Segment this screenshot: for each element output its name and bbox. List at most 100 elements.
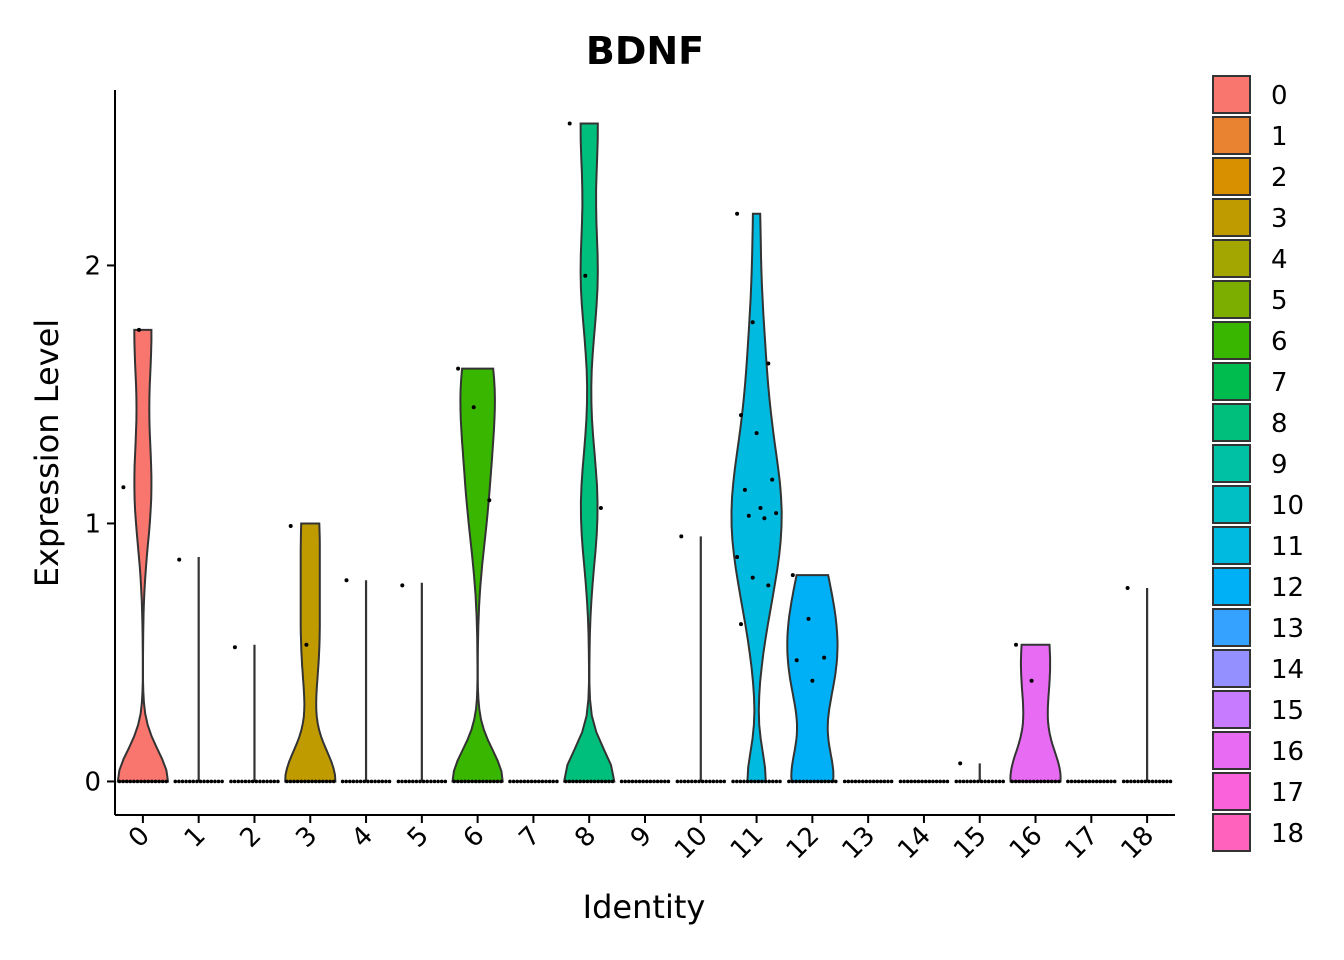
- point-zero: [362, 779, 367, 784]
- data-point: [758, 506, 763, 510]
- point-zero: [216, 779, 221, 784]
- point-zero: [808, 779, 813, 784]
- point-zero: [443, 779, 448, 784]
- point-zero: [886, 779, 890, 784]
- point-zero: [778, 779, 782, 784]
- legend-label: 8: [1271, 409, 1288, 439]
- point-zero: [324, 779, 329, 784]
- point-zero: [610, 779, 615, 784]
- point-zero: [328, 779, 332, 784]
- point-zero: [648, 779, 653, 784]
- point-zero: [879, 779, 883, 784]
- point-zero: [1094, 779, 1099, 784]
- point-zero: [923, 779, 928, 784]
- point-zero: [630, 779, 635, 784]
- point-zero: [931, 779, 935, 784]
- point-zero: [146, 779, 151, 784]
- point-zero: [488, 779, 493, 784]
- point-zero: [834, 779, 838, 784]
- point-zero: [704, 779, 708, 784]
- point-zero: [411, 779, 415, 784]
- legend-label: 16: [1271, 737, 1304, 767]
- point-zero: [551, 779, 555, 784]
- legend-key-5: [1212, 280, 1251, 319]
- point-zero: [452, 779, 457, 784]
- point-zero: [675, 779, 680, 784]
- point-zero: [164, 779, 169, 784]
- point-zero: [794, 779, 798, 784]
- data-point: [790, 573, 795, 578]
- point-zero: [466, 779, 471, 784]
- point-zero: [603, 779, 608, 784]
- point-zero: [1147, 779, 1151, 784]
- point-zero: [760, 779, 764, 784]
- point-zero: [816, 779, 820, 784]
- point-zero: [348, 779, 352, 784]
- point-zero: [846, 779, 851, 784]
- legend-key-11: [1212, 526, 1251, 565]
- point-zero: [945, 779, 950, 784]
- point-zero: [1157, 779, 1162, 784]
- violin-cluster-0: [116, 328, 170, 783]
- legend-label: 9: [1271, 450, 1288, 480]
- x-tick-label: 16: [1004, 821, 1049, 866]
- point-zero: [1154, 779, 1158, 784]
- point-zero: [1017, 779, 1022, 784]
- point-zero: [790, 779, 795, 784]
- point-zero: [645, 779, 649, 784]
- point-zero: [351, 779, 356, 784]
- point-zero: [340, 779, 345, 784]
- point-zero: [477, 779, 482, 784]
- point-zero: [655, 779, 660, 784]
- point-zero: [117, 779, 122, 784]
- point-zero: [508, 779, 512, 784]
- point-zero: [567, 779, 572, 784]
- point-zero: [492, 779, 496, 784]
- point-zero: [934, 779, 939, 784]
- point-zero: [522, 779, 527, 784]
- point-zero: [819, 779, 824, 784]
- legend-label: 18: [1271, 819, 1304, 849]
- point-zero: [150, 779, 154, 784]
- point-zero: [470, 779, 475, 784]
- chart-title: BDNF: [586, 29, 704, 73]
- point-layer: [117, 121, 1173, 784]
- legend-key-3: [1212, 198, 1251, 237]
- point-zero: [1136, 779, 1140, 784]
- point-zero: [184, 779, 188, 784]
- data-point: [456, 366, 461, 371]
- point-zero: [366, 779, 370, 784]
- point-zero: [1021, 779, 1025, 784]
- data-point: [121, 485, 126, 490]
- point-zero: [1069, 779, 1074, 784]
- point-zero: [180, 779, 185, 784]
- point-zero: [842, 779, 847, 784]
- point-zero: [1031, 779, 1036, 784]
- x-tick-label: 9: [625, 821, 658, 854]
- point-zero: [920, 779, 924, 784]
- point-zero: [798, 779, 802, 784]
- point-zero: [976, 779, 980, 784]
- point-zero: [303, 779, 307, 784]
- data-point: [739, 622, 743, 627]
- point-zero: [232, 779, 237, 784]
- point-zero: [994, 779, 998, 784]
- legend-key-7: [1212, 362, 1251, 401]
- data-point: [766, 583, 771, 588]
- point-zero: [310, 779, 314, 784]
- x-tick-label: 4: [346, 821, 379, 854]
- point-zero: [317, 779, 322, 784]
- point-zero: [735, 779, 739, 784]
- point-zero: [1143, 779, 1148, 784]
- point-zero: [958, 779, 962, 784]
- point-zero: [1129, 779, 1133, 784]
- point-zero: [961, 779, 966, 784]
- point-zero: [173, 779, 178, 784]
- point-zero: [1168, 779, 1173, 784]
- point-zero: [905, 779, 910, 784]
- point-zero: [738, 779, 743, 784]
- point-zero: [634, 779, 638, 784]
- legend-label: 5: [1271, 286, 1288, 316]
- point-zero: [909, 779, 914, 784]
